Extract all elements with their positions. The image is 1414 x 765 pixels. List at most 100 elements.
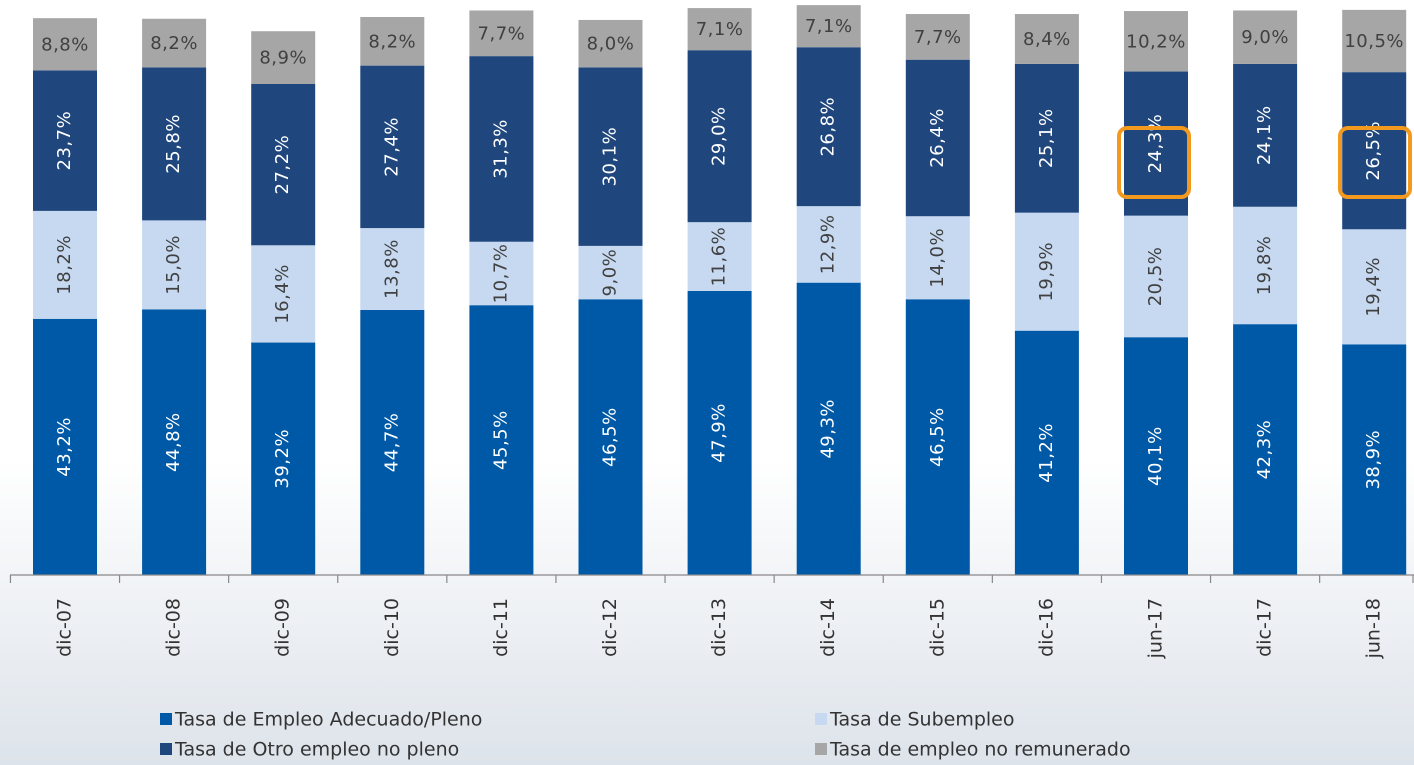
data-label: 25,8% (163, 114, 184, 174)
bar-segment (1014, 63, 1079, 213)
data-label: 18,2% (54, 235, 75, 295)
data-label: 24,3% (1145, 114, 1166, 174)
bar-segment (905, 299, 970, 575)
bar-segment (360, 16, 425, 66)
bar-segment (796, 206, 861, 283)
data-label: 7,7% (914, 27, 962, 48)
data-label: 8,9% (259, 48, 307, 69)
legend-swatch (815, 743, 827, 755)
data-label: 40,1% (1145, 426, 1166, 486)
bar-segment (905, 14, 970, 60)
data-label: 11,6% (709, 227, 730, 287)
bar-segment (578, 67, 643, 246)
data-label: 20,5% (1145, 247, 1166, 307)
bar-segment (1233, 324, 1298, 575)
bar-segment (687, 222, 752, 291)
bar-segment (796, 47, 861, 207)
data-label: 26,4% (927, 108, 948, 168)
data-label: 44,8% (163, 412, 184, 472)
bar-segment (1124, 11, 1188, 72)
bar-segment (687, 50, 752, 223)
legend-swatch (160, 743, 172, 755)
bar-segment (469, 241, 534, 306)
legend-swatch (160, 713, 172, 725)
bar-segment (33, 210, 97, 319)
data-label: 12,9% (818, 215, 839, 275)
data-label: 39,2% (272, 429, 293, 489)
plot: 43,2% 18,2% 23,7% 8,8% dic-07 44,8% 15,0% 25,8%… (9, 5, 1414, 761)
bar-segment (142, 18, 207, 68)
bar-segment (251, 31, 316, 84)
bar-segment (142, 220, 207, 310)
data-label: 24,1% (1254, 105, 1275, 165)
x-tick-label: jun-18 (1363, 598, 1385, 659)
data-label: 49,3% (818, 399, 839, 459)
data-label: 25,1% (1036, 108, 1057, 168)
x-tick-label: dic-17 (1254, 598, 1276, 657)
data-label: 38,9% (1363, 430, 1384, 490)
bar-segment (1342, 72, 1407, 230)
bar-segment (1233, 63, 1298, 207)
data-label: 10,2% (1126, 31, 1186, 52)
x-tick-label: jun-17 (1145, 598, 1167, 659)
bar-segment (1342, 229, 1407, 345)
bar-segment (578, 245, 643, 300)
bar-segment (578, 19, 643, 68)
data-label: 46,5% (600, 407, 621, 467)
legend-label: Tasa de empleo no remunerado (829, 739, 1131, 761)
legend-label: Tasa de Subempleo (829, 709, 1015, 731)
highlight-box (1117, 126, 1191, 199)
bar-segment (469, 10, 534, 57)
x-tick-label: dic-11 (490, 598, 512, 657)
bar-segment (687, 290, 752, 575)
data-label: 47,9% (709, 403, 730, 463)
data-label: 10,7% (490, 244, 511, 304)
data-label: 30,1% (600, 127, 621, 187)
bar-segment (33, 18, 97, 71)
bar-segment (905, 216, 970, 300)
bar-segment (360, 65, 425, 229)
data-label: 8,0% (587, 34, 635, 55)
bar-segment (905, 59, 970, 217)
data-label: 14,0% (927, 228, 948, 288)
bar-segment (1233, 10, 1298, 64)
data-label: 27,2% (272, 135, 293, 195)
data-label: 10,5% (1344, 31, 1404, 52)
bar-segment (360, 309, 425, 575)
bar-segment (1124, 71, 1188, 216)
data-label: 8,2% (150, 33, 198, 54)
data-label: 19,4% (1363, 257, 1384, 317)
bar-segment (469, 305, 534, 575)
data-label: 9,0% (1241, 27, 1289, 48)
data-label: 19,8% (1254, 236, 1275, 296)
bar-segment (251, 83, 316, 246)
data-label: 19,9% (1036, 242, 1057, 302)
data-label: 44,7% (381, 413, 402, 473)
bar-segment (33, 318, 97, 575)
x-tick-label: dic-12 (599, 598, 621, 657)
bar-segment (1233, 206, 1298, 325)
data-label: 45,5% (490, 410, 511, 470)
bar-segment (33, 70, 97, 211)
bar-segment (1342, 9, 1407, 73)
data-label: 43,2% (54, 417, 75, 477)
x-tick-label: dic-10 (381, 598, 403, 657)
data-label: 13,8% (381, 239, 402, 299)
data-label: 7,7% (478, 23, 526, 44)
bar-segment (1124, 337, 1188, 575)
bar-segment (360, 228, 425, 310)
bar-segment (1014, 212, 1079, 331)
bar-segment (578, 299, 643, 575)
data-label: 31,3% (490, 119, 511, 179)
legend-swatch (815, 713, 827, 725)
x-tick-label: dic-14 (817, 598, 839, 657)
bar-segment (1014, 14, 1079, 64)
data-label: 8,2% (368, 31, 416, 52)
bar-segment (796, 282, 861, 575)
data-label: 8,4% (1023, 29, 1071, 50)
data-label: 7,1% (805, 16, 853, 37)
x-tick-label: dic-07 (54, 598, 76, 657)
data-label: 27,4% (381, 117, 402, 177)
